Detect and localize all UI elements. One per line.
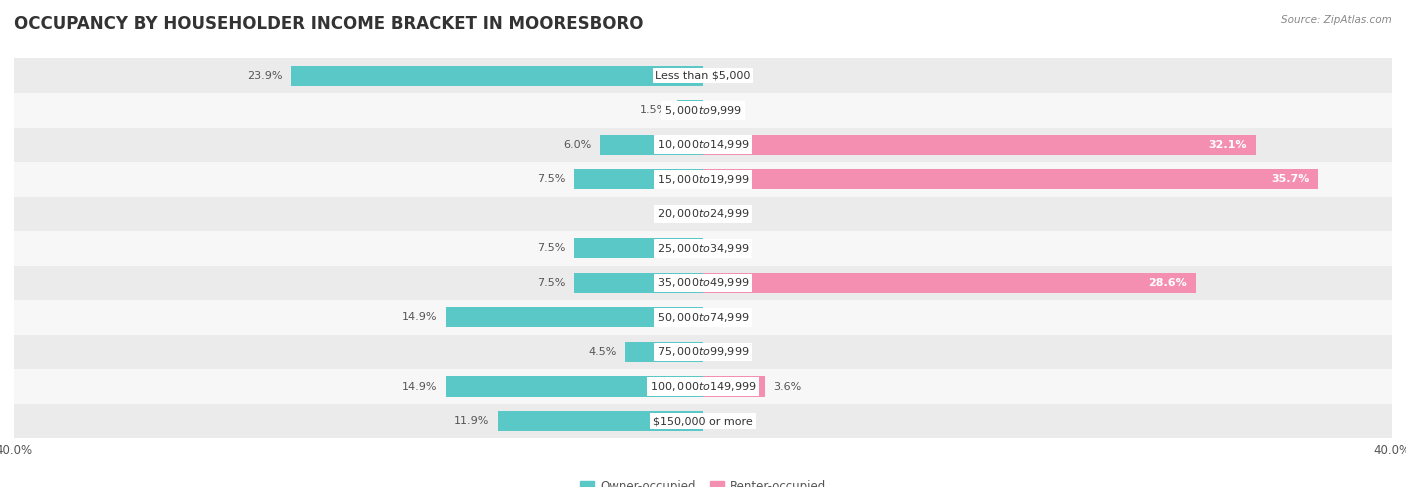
Text: $75,000 to $99,999: $75,000 to $99,999 [657, 345, 749, 358]
Bar [14, 231, 1392, 265]
Text: Less than $5,000: Less than $5,000 [655, 71, 751, 81]
Legend: Owner-occupied, Renter-occupied: Owner-occupied, Renter-occupied [579, 480, 827, 487]
Text: 0.0%: 0.0% [711, 313, 740, 322]
Text: 0.0%: 0.0% [711, 71, 740, 81]
Bar [574, 169, 703, 189]
Text: 14.9%: 14.9% [402, 313, 437, 322]
Bar [291, 66, 703, 86]
Text: $50,000 to $74,999: $50,000 to $74,999 [657, 311, 749, 324]
Bar [14, 197, 1392, 231]
Text: 28.6%: 28.6% [1149, 278, 1187, 288]
Text: $35,000 to $49,999: $35,000 to $49,999 [657, 277, 749, 289]
Bar [14, 265, 1392, 300]
Bar [703, 376, 765, 396]
Bar [446, 307, 703, 327]
Bar [703, 169, 1317, 189]
Text: $15,000 to $19,999: $15,000 to $19,999 [657, 173, 749, 186]
Text: 32.1%: 32.1% [1209, 140, 1247, 150]
Bar [574, 273, 703, 293]
Bar [14, 369, 1392, 404]
Text: $25,000 to $34,999: $25,000 to $34,999 [657, 242, 749, 255]
Bar [678, 100, 703, 120]
Bar [14, 335, 1392, 369]
Text: Source: ZipAtlas.com: Source: ZipAtlas.com [1281, 15, 1392, 25]
Bar [703, 135, 1256, 155]
Text: 7.5%: 7.5% [537, 244, 565, 253]
Text: OCCUPANCY BY HOUSEHOLDER INCOME BRACKET IN MOORESBORO: OCCUPANCY BY HOUSEHOLDER INCOME BRACKET … [14, 15, 644, 33]
Text: 6.0%: 6.0% [562, 140, 591, 150]
Bar [14, 162, 1392, 197]
Text: 0.0%: 0.0% [711, 347, 740, 357]
Text: $150,000 or more: $150,000 or more [654, 416, 752, 426]
Bar [14, 404, 1392, 438]
Bar [14, 93, 1392, 128]
Text: 11.9%: 11.9% [454, 416, 489, 426]
Text: $100,000 to $149,999: $100,000 to $149,999 [650, 380, 756, 393]
Text: 7.5%: 7.5% [537, 174, 565, 184]
Text: 7.5%: 7.5% [537, 278, 565, 288]
Text: 0.0%: 0.0% [711, 209, 740, 219]
Bar [599, 135, 703, 155]
Text: 23.9%: 23.9% [247, 71, 283, 81]
Text: 0.0%: 0.0% [711, 105, 740, 115]
Text: 3.6%: 3.6% [773, 381, 801, 392]
Bar [14, 128, 1392, 162]
Bar [498, 411, 703, 431]
Bar [14, 58, 1392, 93]
Text: 0.0%: 0.0% [666, 209, 695, 219]
Text: 4.5%: 4.5% [589, 347, 617, 357]
Text: 0.0%: 0.0% [711, 416, 740, 426]
Bar [574, 238, 703, 259]
Text: 0.0%: 0.0% [711, 244, 740, 253]
Text: 1.5%: 1.5% [640, 105, 669, 115]
Text: 14.9%: 14.9% [402, 381, 437, 392]
Text: $5,000 to $9,999: $5,000 to $9,999 [664, 104, 742, 117]
Bar [14, 300, 1392, 335]
Text: 35.7%: 35.7% [1271, 174, 1309, 184]
Bar [626, 342, 703, 362]
Text: $10,000 to $14,999: $10,000 to $14,999 [657, 138, 749, 151]
Bar [703, 273, 1195, 293]
Bar [446, 376, 703, 396]
Text: $20,000 to $24,999: $20,000 to $24,999 [657, 207, 749, 220]
